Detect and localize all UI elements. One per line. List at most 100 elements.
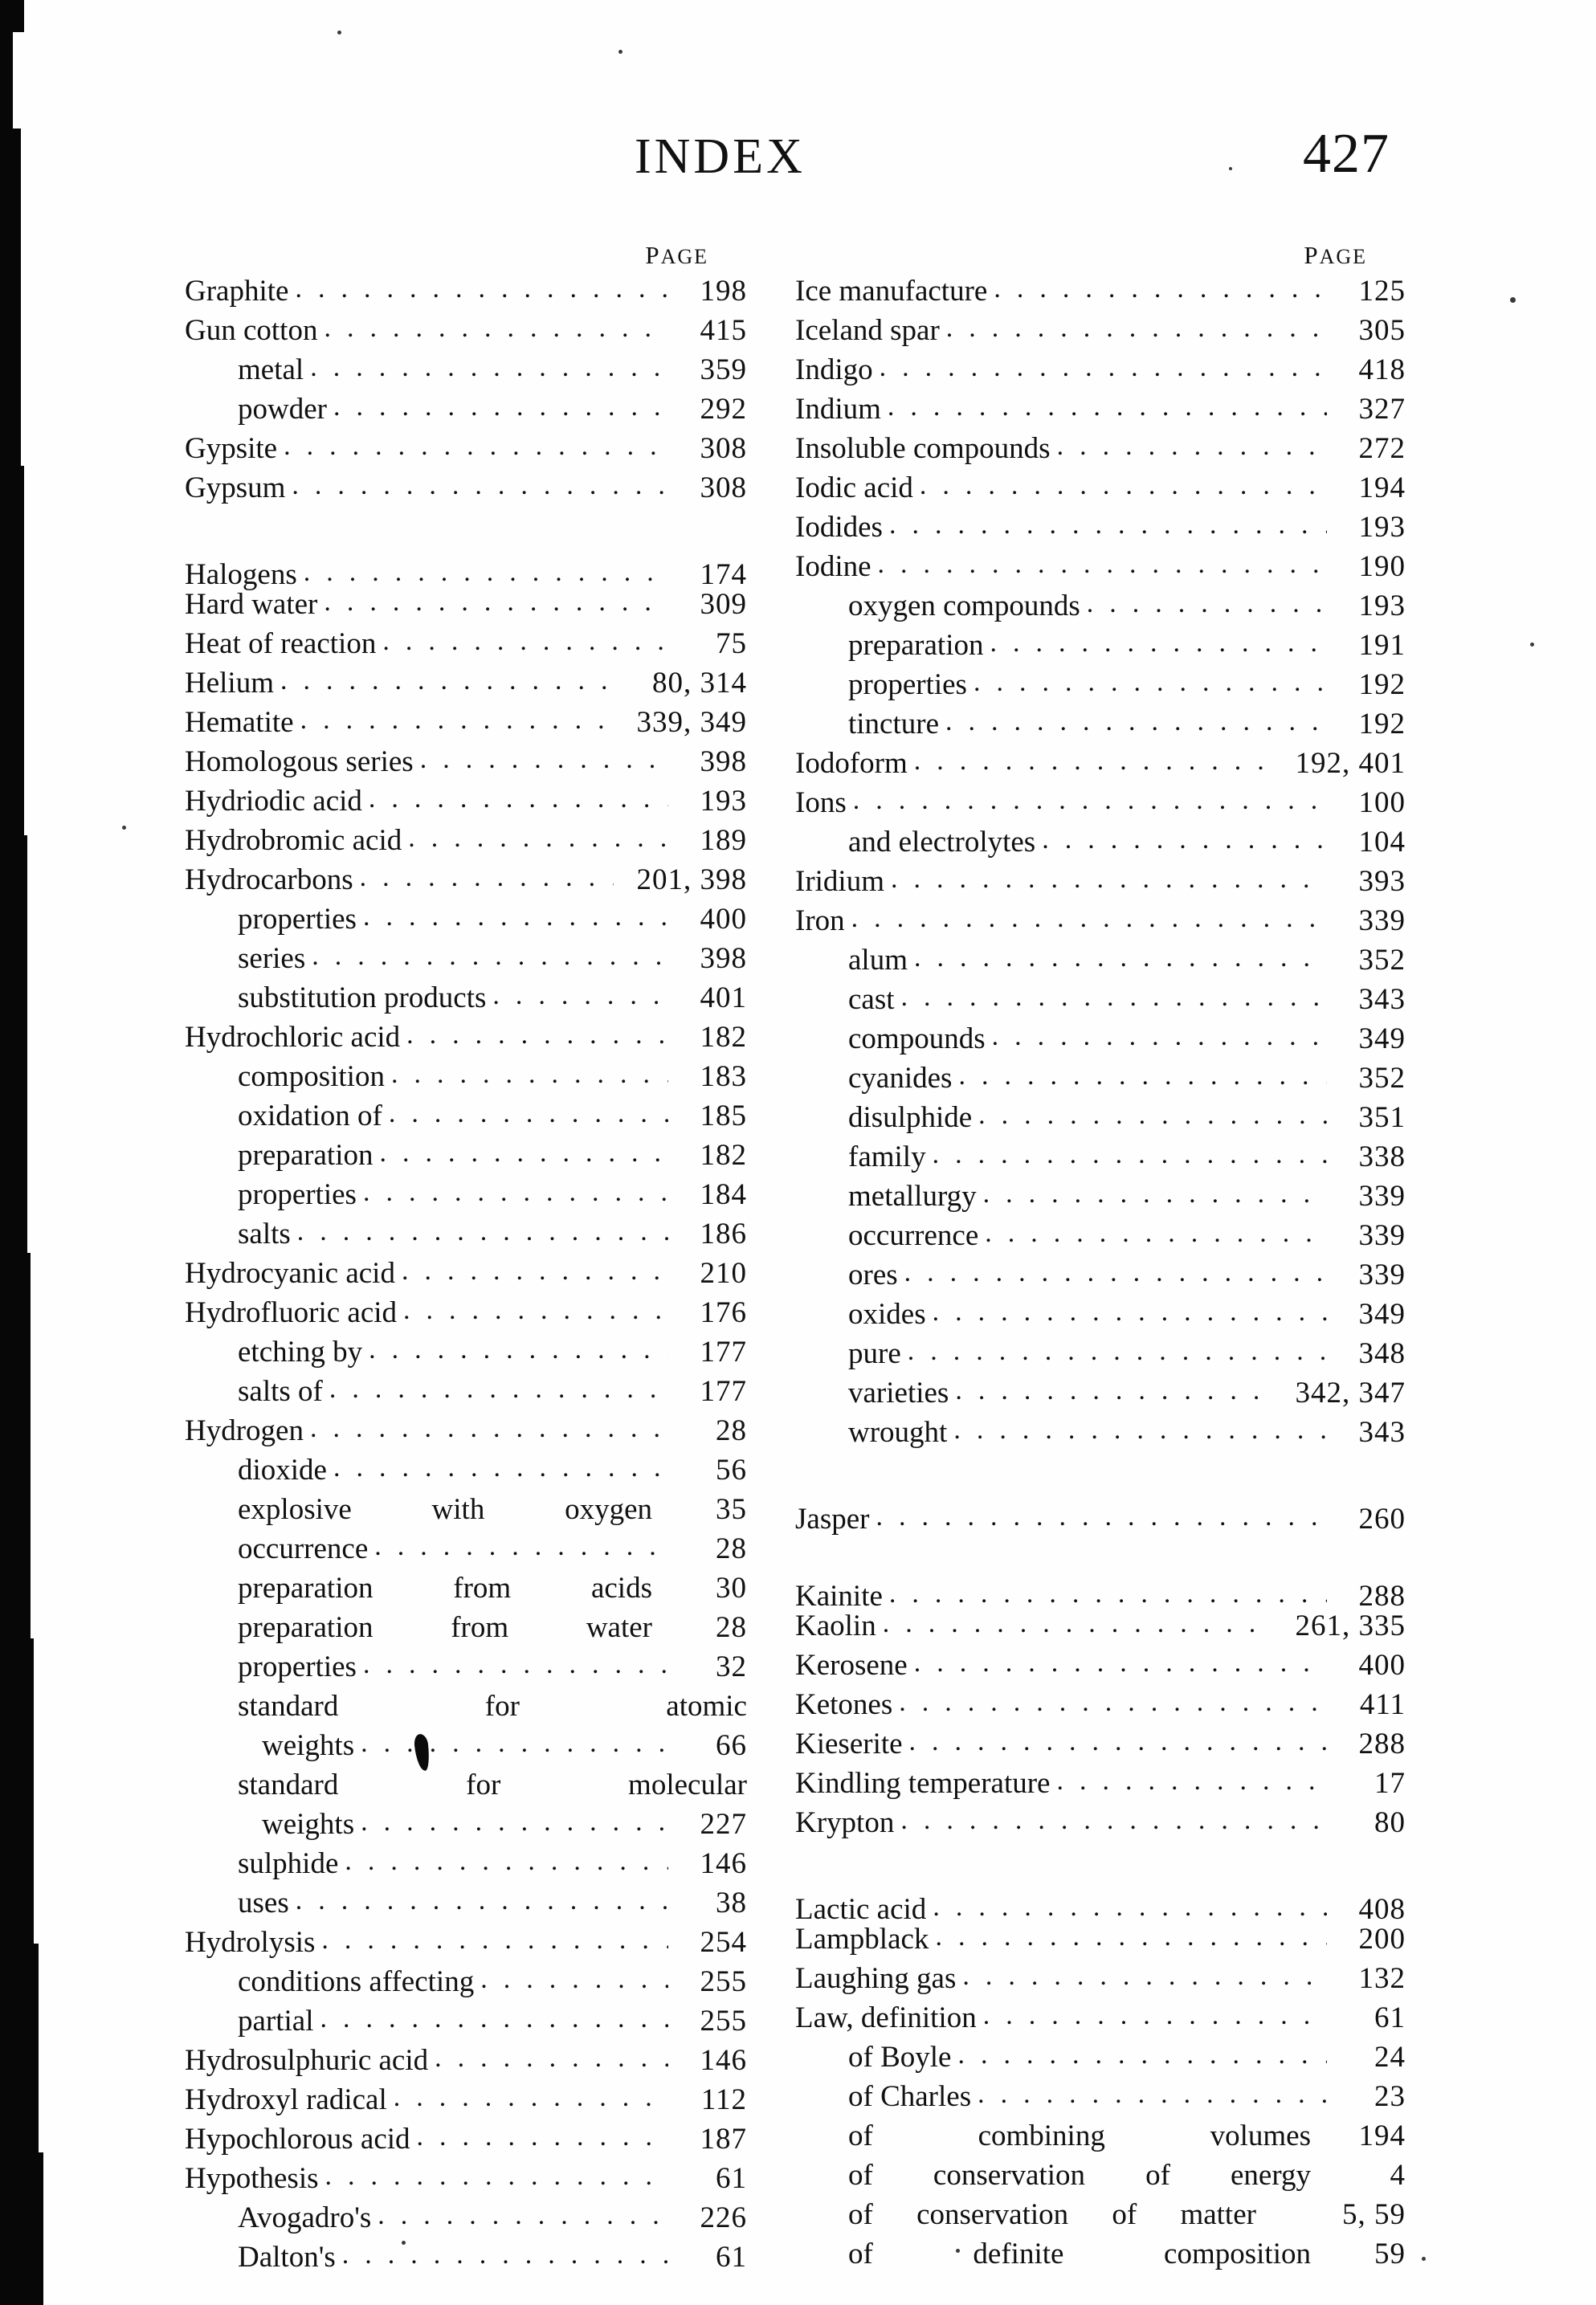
leader-dots: .......................... [877,551,1327,578]
index-entry-label: salts [238,1218,291,1250]
leader-dots: .......................... [321,1927,668,1954]
leader-dots: .......................... [932,1299,1327,1326]
index-entry: series.......................... 398 [185,942,747,983]
index-entry-label: Hydrolysis [185,1926,316,1959]
index-entry-label: cast [848,983,895,1016]
index-entry-page-number: 255 [700,1965,747,1998]
index-entry-label: Iron [795,904,845,937]
leader-dots: .......................... [888,1581,1327,1608]
index-entry-page-number: 352 [1358,944,1406,977]
index-entry: properties.......................... 192 [795,668,1406,709]
index-entry: Kieserite.......................... 288 [795,1728,1406,1769]
leader-dots: .......................... [899,1689,1327,1716]
index-entry-page-number: 201, 398 [636,863,747,896]
scan-speck [122,826,126,830]
leader-dots: .......................... [480,1966,668,1993]
index-entry-page-number: 210 [700,1257,747,1290]
index-entry-label: oxidation of [238,1099,382,1132]
leader-dots: .......................... [406,1022,668,1049]
index-entry: Hard water.......................... 309 [185,589,747,629]
index-entry-label: metallurgy [848,1180,977,1213]
index-entry: Helium.......................... 80, 314 [185,667,747,708]
index-entry-page-number: 4 [1390,2159,1406,2192]
leader-dots: .......................... [1042,826,1327,854]
index-entry-label: properties [848,668,967,701]
index-entry-page-number: 187 [700,2123,747,2156]
leader-dots: .......................... [957,2042,1327,2069]
index-entry-page-number: 193 [700,785,747,818]
index-entry: Hydrogen.......................... 28 [185,1414,747,1455]
index-entry-label: Lampblack [795,1923,929,1956]
index-entry: Iodoform.......................... 192, 4… [795,748,1406,788]
index-entry-page-number: 28 [716,1532,747,1565]
leader-dots: .......................... [362,1651,668,1679]
leader-dots: .......................... [333,1454,668,1482]
index-entry-page-number: 327 [1358,393,1406,426]
index-entry-label: properties [238,1650,357,1683]
leader-dots: .......................... [994,275,1327,303]
leader-dots: .......................... [900,1807,1327,1834]
index-entry-page-number: 339 [1358,1259,1406,1291]
leader-dots: .......................... [362,904,668,931]
index-entry-page-number: 177 [700,1336,747,1369]
index-entry-label: of conservation of matter [848,2198,1256,2231]
index-column-right: PAGE Ice manufacture....................… [795,241,1406,2278]
index-entry-page-number: 23 [1374,2080,1406,2113]
index-entry: oxidation of.......................... 18… [185,1099,747,1140]
leader-dots: .......................... [904,1259,1327,1287]
index-entry-label: properties [238,1178,357,1211]
index-entry: of conservation of matter 5, 59 [795,2200,1406,2239]
index-entry-label: occurrence [848,1219,979,1252]
index-entry-label: series [238,942,306,975]
index-entry-page-number: 351 [1358,1101,1406,1134]
index-entry-list-left: Graphite.......................... 198 Gun… [185,275,747,2282]
leader-dots: .......................... [303,559,668,586]
index-entry-page-number: 194 [1358,471,1406,504]
index-entry-label: explosive with oxygen [238,1493,652,1526]
index-entry-label: Hydrosulphuric acid [185,2044,429,2077]
index-entry-page-number: 28 [716,1414,747,1447]
index-entry-label: standard for molecular [238,1769,747,1801]
leader-dots: .......................... [382,628,668,655]
leader-dots: .......................... [361,1730,668,1757]
leader-dots: .......................... [935,1924,1327,1951]
index-entry: Hypochlorous acid.......................… [185,2123,747,2164]
index-entry-label: of Charles [848,2080,972,2113]
index-entry-label: Graphite [185,275,289,308]
leader-dots: .......................... [945,708,1327,736]
index-entry: of definite composition 59 [795,2239,1406,2278]
leader-dots: .......................... [324,315,668,342]
index-entry: weights.......................... 66 [185,1729,747,1772]
index-entry-page-number: 192 [1358,708,1406,740]
leader-dots: .......................... [324,589,668,616]
index-entry: Ketones.......................... 411 [795,1689,1406,1729]
index-entry-label: Hydrofluoric acid [185,1296,398,1329]
index-entry-label: occurrence [238,1532,369,1565]
index-entry-page-number: 348 [1358,1337,1406,1370]
index-entry-page-number: 182 [700,1139,747,1172]
index-entry-label: Jasper [795,1503,870,1536]
index-entry-page-number: 28 [716,1611,747,1644]
index-entry-label: preparation from water [238,1611,652,1644]
index-entry: Hydrosulphuric acid.....................… [185,2044,747,2085]
index-entry-label: cyanides [848,1062,953,1095]
index-entry-page-number: 182 [700,1021,747,1054]
leader-dots: .......................... [879,354,1327,381]
index-entry-page-number: 66 [716,1729,747,1762]
index-entry-page-number: 80, 314 [652,667,747,700]
index-entry-label: Hydrobromic acid [185,824,402,857]
index-entry: preparation from acids 30 [185,1573,747,1613]
index-entry-page-number: 38 [716,1887,747,1919]
leader-dots: .......................... [329,1376,668,1403]
leader-dots: .......................... [958,1063,1327,1090]
index-entry: Indium.......................... 327 [795,394,1406,434]
index-entry-label: Ice manufacture [795,275,988,308]
scan-speck [1422,2257,1426,2261]
index-entry-page-number: 401 [700,981,747,1014]
index-entry-page-number: 305 [1358,314,1406,347]
index-entry: of Charles.......................... 23 [795,2080,1406,2121]
index-entry-page-number: 174 [700,558,747,591]
index-entry-label: preparation [238,1139,373,1172]
scan-speck [1530,643,1534,647]
index-entry: composition.......................... 183 [185,1061,747,1101]
